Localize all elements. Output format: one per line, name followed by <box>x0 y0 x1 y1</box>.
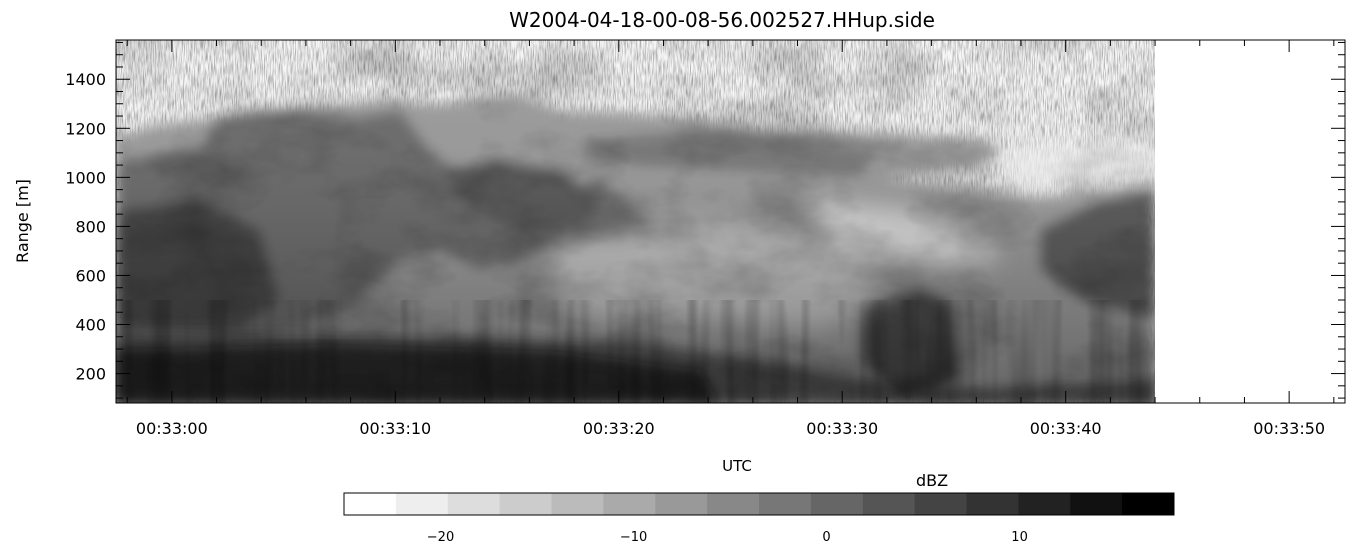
y-tick-label: 1200 <box>65 119 106 138</box>
plot-frame <box>115 39 1346 404</box>
colorbar-swatch <box>707 493 760 515</box>
colorbar-tick-label: −10 <box>620 530 647 545</box>
colorbar: −20 −10 0 10 <box>343 492 1175 545</box>
colorbar-swatch <box>966 493 1019 515</box>
colorbar-label: dBZ <box>916 471 948 490</box>
colorbar-swatch <box>1018 493 1071 515</box>
x-tick-label: 00:33:00 <box>136 419 208 438</box>
colorbar-swatch <box>1122 493 1175 515</box>
colorbar-swatch <box>1070 493 1123 515</box>
colorbar-swatch <box>395 493 449 515</box>
colorbar-swatch <box>447 493 501 515</box>
colorbar-swatch <box>810 493 864 515</box>
colorbar-frame <box>343 492 1175 516</box>
colorbar-swatch <box>759 493 812 515</box>
y-tick-label: 800 <box>75 217 106 236</box>
x-tick-label: 00:33:20 <box>583 419 655 438</box>
y-tick-label: 1400 <box>65 70 106 89</box>
x-tick-label: 00:33:30 <box>806 419 878 438</box>
colorbar-swatch <box>344 493 397 515</box>
x-tick-label: 00:33:50 <box>1253 419 1325 438</box>
y-tick-label: 400 <box>75 316 106 335</box>
colorbar-swatch <box>655 493 708 515</box>
x-tick-label: 00:33:40 <box>1030 419 1102 438</box>
colorbar-tick-label: 0 <box>822 530 830 545</box>
colorbar-tick-label: 10 <box>1011 530 1028 545</box>
y-axis-label: Range [m] <box>13 179 32 263</box>
colorbar-swatch <box>862 493 916 515</box>
colorbar-tick-label: −20 <box>427 530 454 545</box>
colorbar-swatch <box>499 493 552 515</box>
colorbar-swatch <box>551 493 604 515</box>
x-tick-label: 00:33:10 <box>359 419 431 438</box>
colorbar-swatch <box>914 493 967 515</box>
y-tick-label: 200 <box>75 365 106 384</box>
x-axis-label: UTC <box>722 457 752 475</box>
axis-ticks: 00:33:00 00:33:10 00:33:20 00:33:30 00:33:40… <box>65 40 1345 438</box>
reflectivity-image <box>116 40 1155 403</box>
chart-title: W2004-04-18-00-08-56.002527.HHup.side <box>509 8 935 32</box>
y-tick-label: 600 <box>75 266 106 285</box>
y-tick-label: 1000 <box>65 168 106 187</box>
colorbar-swatch <box>603 493 656 515</box>
